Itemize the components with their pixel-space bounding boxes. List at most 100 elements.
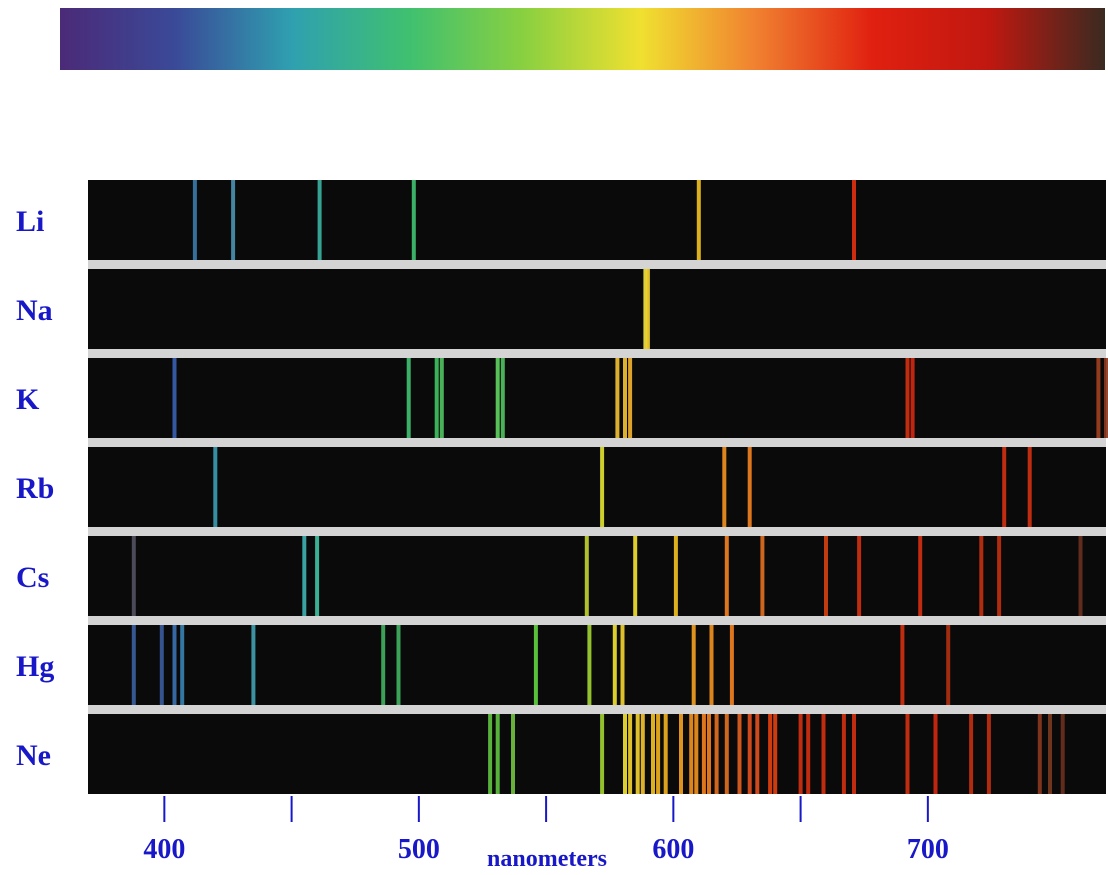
emission-line (645, 269, 650, 349)
spectrum-row-na (643, 269, 650, 349)
emission-line (600, 447, 605, 527)
emission-line (628, 358, 633, 438)
emission-line (213, 447, 218, 527)
emission-line (192, 180, 197, 260)
spectrum-row-ne (488, 714, 1065, 794)
emission-line (533, 625, 538, 705)
element-label: Cs (16, 561, 49, 594)
emission-line (768, 714, 773, 794)
emission-line (696, 180, 701, 260)
emission-line (584, 536, 589, 616)
emission-line (722, 447, 727, 527)
emission-line (640, 714, 645, 794)
emission-line (755, 714, 760, 794)
emission-line (979, 536, 984, 616)
emission-line (1078, 536, 1083, 616)
element-label: Na (16, 294, 53, 327)
emission-line (633, 536, 638, 616)
emission-line (406, 358, 411, 438)
element-label: Hg (16, 650, 54, 683)
emission-line (251, 625, 256, 705)
emission-line (841, 714, 846, 794)
element-label: Ne (16, 739, 51, 772)
emission-line (673, 536, 678, 616)
emission-line (600, 714, 605, 794)
emission-line (439, 358, 444, 438)
emission-line (918, 536, 923, 616)
emission-line (172, 358, 177, 438)
emission-line (707, 714, 711, 794)
emission-line (612, 625, 617, 705)
emission-line (635, 714, 640, 794)
row-separator (88, 260, 1106, 269)
emission-line (315, 536, 320, 616)
emission-line (587, 625, 592, 705)
emission-line (857, 536, 862, 616)
row-separator (88, 616, 1106, 625)
emission-line (651, 714, 655, 794)
emission-line (806, 714, 811, 794)
element-label: Li (16, 205, 44, 238)
emission-line (824, 536, 828, 616)
emission-line (747, 714, 752, 794)
emission-line (997, 536, 1002, 616)
emission-line (511, 714, 515, 794)
emission-line (933, 714, 938, 794)
emission-line (724, 536, 729, 616)
emission-line (317, 180, 322, 260)
x-tick-label: 400 (143, 834, 185, 865)
emission-line (691, 625, 696, 705)
emission-line (1060, 714, 1065, 794)
emission-line (1048, 714, 1052, 794)
element-label: Rb (16, 472, 54, 505)
emission-line (302, 536, 307, 616)
emission-line (623, 714, 627, 794)
spectrum-row-cs (131, 536, 1083, 616)
emission-line (615, 358, 620, 438)
spectrum-row-k (172, 358, 1108, 438)
emission-line (737, 714, 742, 794)
emission-line (852, 714, 856, 794)
emission-line (411, 180, 416, 260)
emission-line (656, 714, 661, 794)
emission-line (724, 714, 729, 794)
row-separator (88, 349, 1106, 358)
emission-line (663, 714, 668, 794)
emission-line (495, 714, 500, 794)
emission-line (689, 714, 694, 794)
emission-line (714, 714, 719, 794)
emission-line (396, 625, 401, 705)
element-labels: Li Na K Rb Cs Hg Ne (16, 205, 54, 772)
emission-line (679, 714, 683, 794)
emission-line (1027, 447, 1032, 527)
emission-line (694, 714, 699, 794)
emission-line (969, 714, 974, 794)
emission-line (643, 269, 648, 349)
emission-line (180, 625, 185, 705)
spectrum-row-hg (131, 625, 951, 705)
emission-line (628, 714, 633, 794)
emission-line (747, 447, 752, 527)
emission-line (159, 625, 164, 705)
emission-line (910, 358, 915, 438)
spectrum-row-li (192, 180, 856, 260)
spectra-panel (88, 180, 1108, 794)
x-tick-label: 500 (398, 834, 440, 865)
emission-line (131, 625, 136, 705)
emission-line (900, 625, 905, 705)
panel-background (88, 180, 1106, 794)
emission-line (852, 180, 856, 260)
element-label: K (16, 383, 40, 416)
emission-line (760, 536, 765, 616)
row-separator (88, 705, 1106, 714)
emission-line (231, 180, 236, 260)
emission-line (1104, 358, 1108, 438)
emission-line (798, 714, 803, 794)
x-tick-label: 700 (907, 834, 949, 865)
emission-line (495, 358, 500, 438)
spectrum-row-rb (213, 447, 1032, 527)
spectrum-bar (60, 8, 1105, 70)
emission-line (434, 358, 439, 438)
emission-line (172, 625, 177, 705)
emission-line (946, 625, 951, 705)
